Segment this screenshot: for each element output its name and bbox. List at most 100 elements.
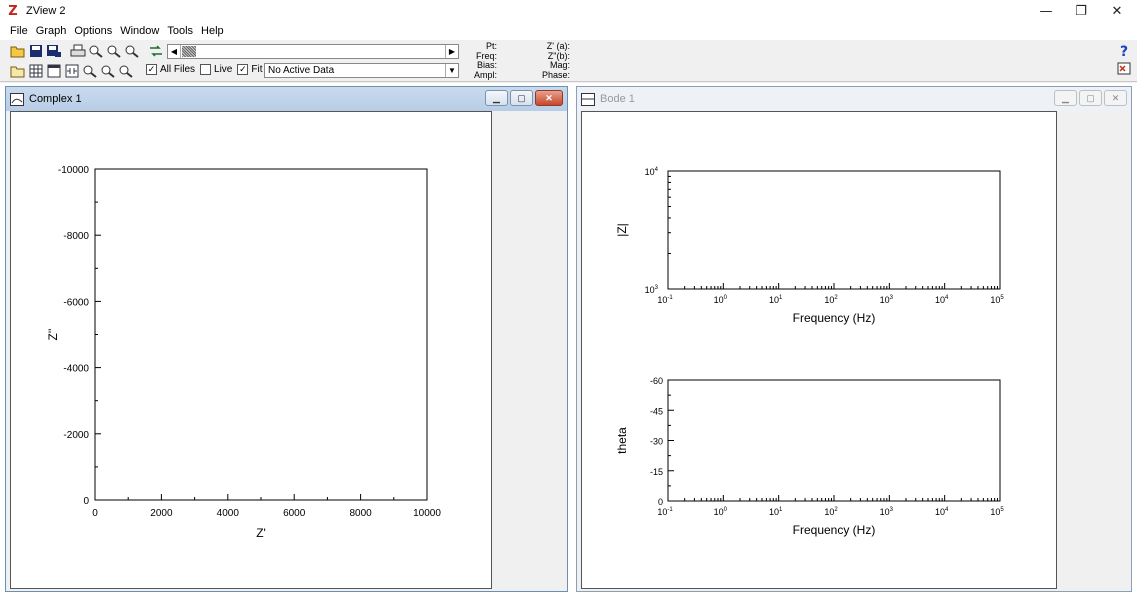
x-tick-label: 101: [769, 507, 783, 517]
complex-window-titlebar[interactable]: Complex 1 ▁ ▢ ✕: [6, 87, 567, 111]
x-tick-label: 103: [880, 295, 894, 305]
y-tick-label: 0: [83, 496, 89, 507]
menu-file[interactable]: File: [10, 25, 28, 37]
graph-window-icon: [10, 92, 24, 106]
bode-window-titlebar[interactable]: Bode 1 ▁ ▢ ✕: [577, 87, 1131, 111]
readout-mag: Mag:: [549, 60, 570, 70]
file-options-row: ✓ All Files Live ✓ Fit: [146, 64, 267, 75]
complex-window-title: Complex 1: [29, 93, 82, 105]
y-tick-label: -8000: [63, 231, 89, 242]
save-icon[interactable]: [28, 43, 44, 59]
zoom-fit-icon[interactable]: [124, 43, 140, 59]
bode-window-title: Bode 1: [600, 93, 635, 105]
complex-plot[interactable]: 0 2000 4000 6000 8000 10000 0 -2000 -4000 -6000 -8…: [11, 112, 491, 588]
zoom-in-icon[interactable]: [88, 43, 104, 59]
readout-labels-right: Z' (a): Z"(b): Mag: Phase:: [530, 41, 570, 80]
active-data-dropdown[interactable]: No Active Data ▼: [264, 63, 459, 78]
x-tick-label: 6000: [283, 508, 306, 519]
menu-tools[interactable]: Tools: [167, 25, 194, 37]
all-files-checkbox[interactable]: ✓: [146, 64, 157, 75]
slider-right-arrow-icon[interactable]: ▶: [445, 45, 458, 58]
x-tick-label: 100: [714, 507, 728, 517]
swap-arrows-icon[interactable]: [148, 43, 164, 59]
x-axis-label: Frequency (Hz): [793, 523, 876, 537]
menu-graph[interactable]: Graph: [35, 25, 67, 37]
complex-restore-button[interactable]: ▢: [510, 90, 533, 106]
zoom-out-icon[interactable]: [106, 43, 122, 59]
x-tick-label: 100: [714, 295, 728, 305]
data-point-slider[interactable]: ◀ ▶: [167, 44, 459, 59]
bode-window-icon: [581, 92, 595, 106]
y-tick-label: -30: [650, 437, 663, 447]
circuit-icon[interactable]: [64, 63, 80, 79]
y-tick-label: -10000: [58, 165, 90, 176]
x-tick-label: 10-1: [657, 507, 673, 517]
x-axis-label: Z': [256, 526, 266, 540]
y-tick-label: -2000: [63, 430, 89, 441]
menu-help[interactable]: Help: [201, 25, 224, 37]
x-tick-label: 102: [824, 295, 838, 305]
y-tick-label: -60: [650, 376, 663, 386]
bode-plot-area[interactable]: 10-1 100 101 102 103 104 105 Frequency (Hz) 103 1…: [581, 111, 1057, 589]
save-as-icon[interactable]: [46, 43, 62, 59]
readout-phase: Phase:: [541, 69, 570, 80]
y-tick-label: -45: [650, 406, 663, 416]
zoom-region-icon[interactable]: [82, 63, 98, 79]
data-table-icon[interactable]: [28, 63, 44, 79]
complex-minimize-button[interactable]: ▁: [485, 90, 508, 106]
y-axis-label: |Z|: [615, 223, 629, 237]
x-tick-label: 103: [880, 507, 894, 517]
bode-plot[interactable]: 10-1 100 101 102 103 104 105 Frequency (Hz) 103 1…: [582, 112, 1056, 588]
chevron-down-icon[interactable]: ▼: [445, 64, 458, 77]
graph-window-icon[interactable]: [46, 63, 62, 79]
bode-restore-button[interactable]: ▢: [1079, 90, 1102, 106]
bode-close-button[interactable]: ✕: [1104, 90, 1127, 106]
menu-options[interactable]: Options: [74, 25, 113, 37]
x-tick-label: 104: [935, 295, 949, 305]
all-files-label: All Files: [160, 64, 196, 75]
minimize-button[interactable]: —: [1039, 3, 1053, 19]
open-file-icon[interactable]: [10, 63, 26, 79]
zoom-plus-icon[interactable]: [100, 63, 116, 79]
readout-ampl: Ampl:: [473, 69, 497, 80]
readout-bias: Bias:: [476, 60, 497, 70]
x-tick-label: 2000: [150, 508, 173, 519]
readout-pt: Pt:: [485, 41, 497, 51]
x-tick-label: 0: [92, 508, 98, 519]
context-help-icon[interactable]: [1117, 62, 1131, 78]
title-bar: Z ZView 2 — ❐ ✕: [0, 0, 1137, 22]
fit-checkbox[interactable]: ✓: [237, 64, 249, 75]
complex-plot-area[interactable]: 0 2000 4000 6000 8000 10000 0 -2000 -4000 -6000 -8…: [10, 111, 492, 589]
readout-z-real: Z' (a):: [546, 41, 570, 51]
live-label: Live: [214, 64, 233, 75]
bode-minimize-button[interactable]: ▁: [1054, 90, 1077, 106]
readout-z-imag: Z"(b):: [547, 50, 570, 61]
x-axis-label: Frequency (Hz): [793, 311, 876, 325]
live-checkbox[interactable]: [200, 64, 212, 75]
plot-frame: [94, 168, 428, 501]
open-folder-icon[interactable]: [10, 43, 26, 59]
zoom-reset-icon[interactable]: [118, 63, 134, 79]
x-tick-label: 8000: [349, 508, 372, 519]
slider-thumb[interactable]: [182, 46, 196, 57]
print-icon[interactable]: [70, 43, 86, 59]
close-button[interactable]: ✕: [1111, 3, 1123, 19]
y-tick-label: -15: [650, 467, 663, 477]
menu-window[interactable]: Window: [120, 25, 160, 37]
bode-graph-window[interactable]: Bode 1 ▁ ▢ ✕ 10-1 100 101 102 103 104 105 Frequ…: [576, 86, 1132, 592]
complex-graph-window[interactable]: Complex 1 ▁ ▢ ✕ 0 2000 4000 6000 8000 10000 0 -…: [5, 86, 568, 592]
y-tick-label: 0: [658, 497, 663, 507]
slider-left-arrow-icon[interactable]: ◀: [168, 45, 181, 58]
y-tick-label: 103: [645, 285, 659, 295]
maximize-button[interactable]: ❐: [1075, 3, 1087, 19]
toolbar-row-1: [10, 43, 166, 59]
x-tick-label: 10000: [413, 508, 441, 519]
x-tick-label: 104: [935, 507, 949, 517]
x-tick-label: 105: [990, 507, 1004, 517]
help-icons: ?: [1117, 44, 1131, 78]
bode-plot-frame: [667, 379, 1001, 502]
complex-close-button[interactable]: ✕: [535, 90, 563, 106]
help-question-icon[interactable]: ?: [1119, 44, 1129, 60]
toolbar: ◀ ▶ ✓ All Files Live ✓ Fit No Active Dat…: [0, 40, 1137, 82]
menu-bar: File Graph Options Window Tools Help: [0, 22, 1137, 40]
